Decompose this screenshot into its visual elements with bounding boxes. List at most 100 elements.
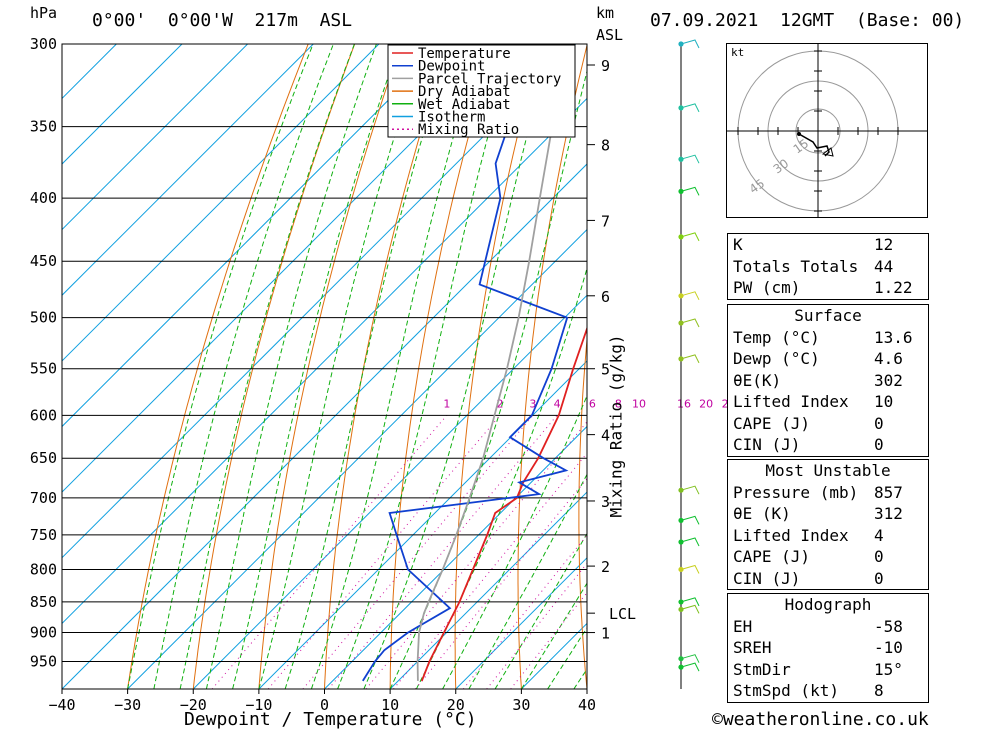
mixing-ratio-label: 4 bbox=[554, 397, 561, 410]
pressure-tick-label: 800 bbox=[30, 560, 57, 578]
index-label: CIN (J) bbox=[733, 435, 801, 454]
mixing-ratio-line bbox=[393, 452, 587, 689]
wind-barb bbox=[680, 485, 700, 495]
index-row: θE(K) 302 bbox=[728, 370, 928, 392]
dry-adiabat-line bbox=[192, 44, 356, 689]
pressure-tick-label: 400 bbox=[30, 189, 57, 207]
index-value: 8 bbox=[874, 681, 884, 700]
wind-level-dot bbox=[678, 156, 684, 162]
indices-box: K 12 Totals Totals 44 PW (cm) 1.22 bbox=[727, 233, 929, 300]
x-tick-label: −20 bbox=[180, 696, 207, 714]
index-row: Lifted Index 4 bbox=[728, 525, 928, 547]
hodograph-ring-label: 30 bbox=[771, 156, 792, 176]
pressure-tick-label: 850 bbox=[30, 593, 57, 611]
x-tick-label: 10 bbox=[381, 696, 399, 714]
pressure-tick-label: 950 bbox=[30, 653, 57, 671]
wind-barb bbox=[680, 291, 700, 301]
wind-barb bbox=[680, 515, 700, 525]
wind-level-dot bbox=[678, 517, 684, 524]
wind-barb bbox=[680, 654, 700, 663]
wet-adiabat-line bbox=[310, 44, 482, 689]
dry-adiabat-line bbox=[258, 44, 402, 689]
index-label: K bbox=[733, 235, 743, 254]
index-value: 0 bbox=[874, 413, 884, 433]
legend-entry: Dry Adiabat bbox=[418, 84, 511, 100]
most-unstable-title: Most Unstable bbox=[765, 461, 891, 480]
index-value: 312 bbox=[874, 504, 903, 523]
index-label: Pressure (mb) bbox=[733, 482, 859, 502]
isotherm-line bbox=[324, 425, 587, 689]
pressure-tick-label: 600 bbox=[30, 406, 57, 424]
wet-adiabat-line bbox=[363, 44, 552, 689]
mixing-ratio-axis-text: Mixing Ratio (g/kg) bbox=[606, 334, 626, 518]
hodograph-point bbox=[797, 132, 801, 136]
index-value: 0 bbox=[874, 435, 884, 454]
wind-barb bbox=[680, 662, 700, 672]
index-label: CAPE (J) bbox=[733, 547, 811, 566]
legend-box bbox=[387, 44, 576, 138]
pressure-unit-label: hPa bbox=[30, 4, 58, 22]
index-value: 302 bbox=[874, 370, 903, 390]
storm-motion-marker bbox=[821, 147, 834, 157]
wind-barb bbox=[680, 604, 700, 614]
height-tick-label: 4 bbox=[601, 427, 610, 445]
mixing-ratio-label: 1 bbox=[443, 397, 450, 410]
wet-adiabat-line bbox=[205, 44, 377, 689]
index-label: θE(K) bbox=[733, 370, 782, 390]
mixing-ratio-label: 6 bbox=[589, 397, 596, 410]
profiles bbox=[362, 44, 587, 682]
index-value: 1.22 bbox=[874, 278, 913, 297]
hodograph-indices-box: Hodograph EH -58 SREH -10 StmDir 15° StmSpd (k… bbox=[727, 593, 929, 703]
wind-barb bbox=[680, 154, 700, 164]
wind-barb bbox=[680, 354, 700, 364]
legend-entry: Temperature bbox=[418, 46, 511, 62]
index-row: CIN (J) 0 bbox=[728, 568, 928, 590]
x-tick-label: −30 bbox=[114, 696, 141, 714]
isotherm-line bbox=[62, 44, 511, 493]
index-label: Totals Totals bbox=[733, 256, 859, 276]
dry-adiabat-line bbox=[957, 44, 1000, 689]
x-tick-label: −40 bbox=[48, 696, 75, 714]
height-unit-label: km bbox=[596, 4, 615, 22]
wind-level-dot bbox=[678, 606, 684, 613]
index-label: Lifted Index bbox=[733, 525, 849, 545]
pressure-tick-label: 650 bbox=[30, 449, 57, 467]
index-row: Temp (°C) 13.6 bbox=[728, 327, 928, 349]
height-tick-label: 7 bbox=[601, 212, 610, 230]
series-parcel-trajectory bbox=[416, 44, 567, 681]
pressure-tick-label: 500 bbox=[30, 309, 57, 327]
height-ref-label: ASL bbox=[596, 26, 624, 44]
hodograph-panel: 15 30 45 kt bbox=[726, 43, 928, 218]
index-label: CIN (J) bbox=[733, 568, 801, 588]
pressure-tick-label: 350 bbox=[30, 118, 57, 136]
series-temperature bbox=[420, 325, 587, 682]
index-value: 44 bbox=[874, 256, 894, 276]
index-value: -10 bbox=[874, 638, 903, 657]
wet-adiabat-line bbox=[284, 44, 452, 689]
index-value: 13.6 bbox=[874, 327, 913, 347]
wet-adiabat-line bbox=[468, 473, 587, 689]
isotherm-line bbox=[62, 44, 248, 231]
lcl-label: LCL bbox=[609, 605, 636, 623]
legend-entry: Isotherm bbox=[418, 110, 485, 126]
index-label: Lifted Index bbox=[733, 392, 849, 411]
isotherm-line bbox=[389, 491, 587, 689]
index-label: SREH bbox=[733, 638, 772, 657]
isotherm-line bbox=[62, 44, 314, 296]
isotherm-line bbox=[62, 163, 587, 689]
wind-barb bbox=[680, 186, 700, 196]
isotherm-line bbox=[62, 44, 380, 362]
wind-level-dot bbox=[678, 664, 684, 670]
isotherm-line bbox=[62, 97, 587, 625]
x-tick-label: 0 bbox=[320, 696, 329, 714]
pressure-tick-label: 300 bbox=[30, 35, 57, 53]
wind-barb bbox=[680, 597, 700, 607]
index-label: Dewp (°C) bbox=[733, 349, 820, 368]
pressure-tick-label: 450 bbox=[30, 252, 57, 270]
wind-barb bbox=[680, 103, 700, 113]
index-row: EH -58 bbox=[728, 616, 928, 638]
index-value: 4.6 bbox=[874, 349, 903, 368]
hodograph-title: Hodograph bbox=[784, 595, 872, 614]
index-label: EH bbox=[733, 616, 753, 636]
